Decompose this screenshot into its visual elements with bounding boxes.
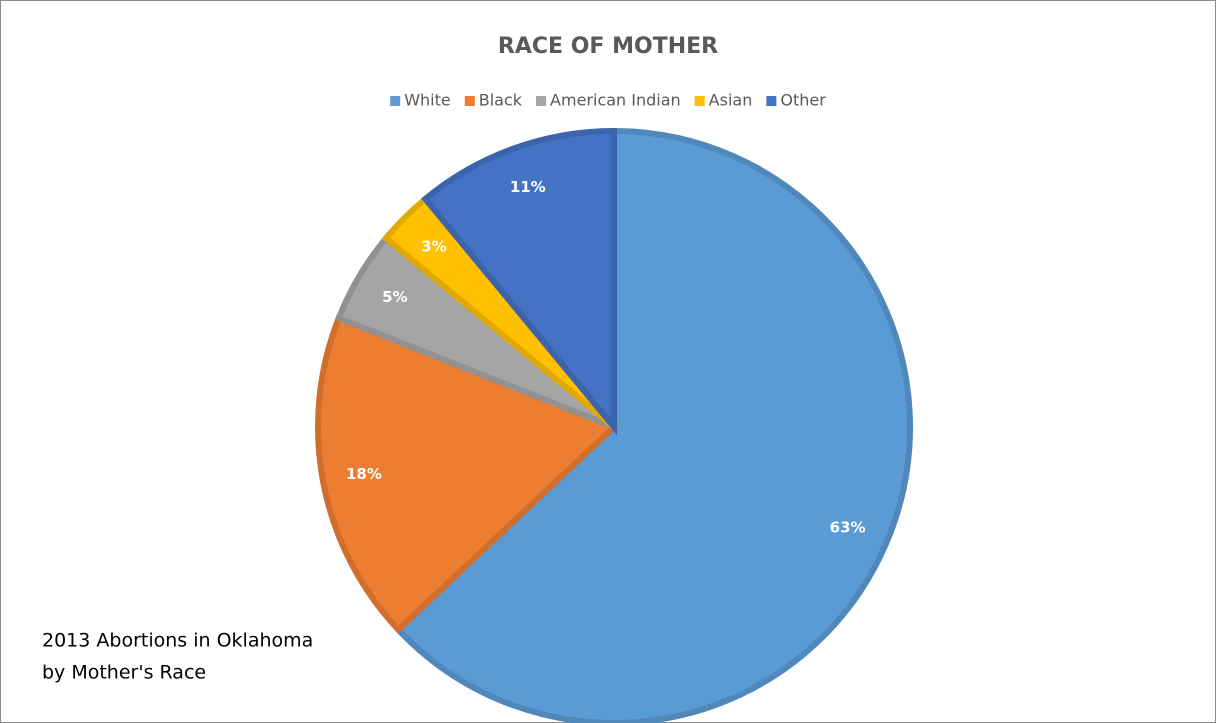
legend-swatch [536,96,547,106]
chart-title: RACE OF MOTHER [498,34,718,59]
legend-label: Asian [709,91,753,110]
legend-swatch [766,96,777,106]
pie-slice [315,314,620,634]
data-label: 5% [382,288,407,306]
annotation: by Mother's Race [42,662,206,684]
pie-slice [393,127,913,723]
legend-label: Other [780,91,826,110]
legend-swatch [390,96,401,106]
data-label: 3% [421,237,446,255]
legend-label: American Indian [550,91,681,110]
pie-slice [421,127,617,436]
data-label: 11% [510,178,546,196]
data-label: 63% [830,519,866,537]
annotation: 2013 Abortions in Oklahoma [42,630,313,652]
legend-swatch [464,96,475,106]
legend: White Black American Indian Asian Other [390,91,826,110]
legend-label: Black [479,91,523,110]
data-label: 18% [346,465,382,483]
legend-label: White [404,91,451,110]
legend-swatch [694,96,705,106]
